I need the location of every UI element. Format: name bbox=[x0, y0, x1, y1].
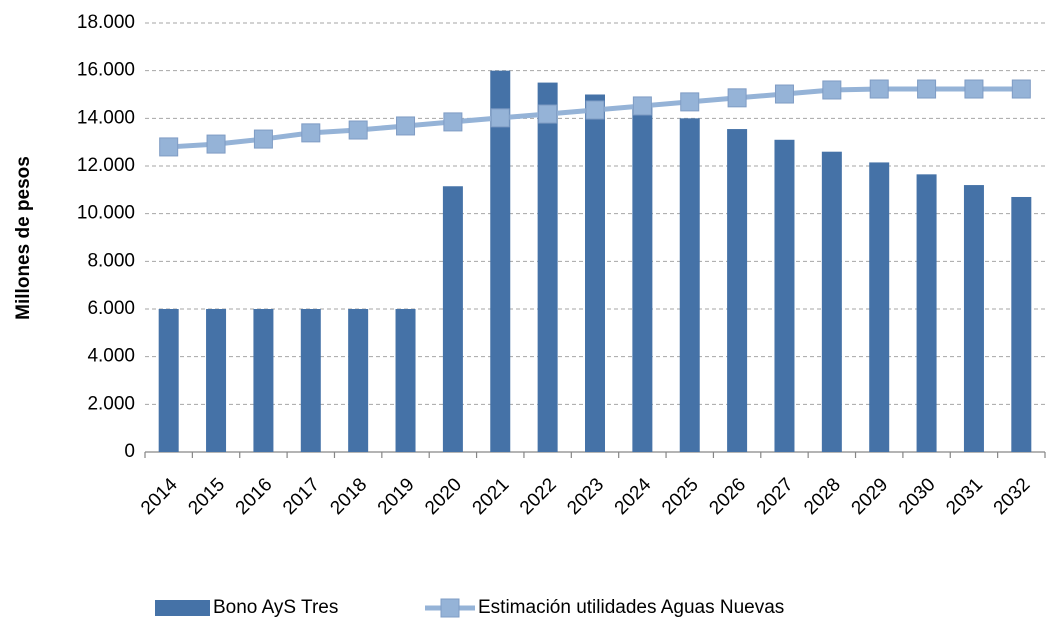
x-tick-label: 2022 bbox=[516, 474, 561, 519]
marker bbox=[822, 80, 842, 100]
marker bbox=[727, 88, 747, 108]
x-tick-label: 2019 bbox=[374, 474, 419, 519]
marker bbox=[348, 120, 368, 140]
x-tick-label: 2021 bbox=[469, 474, 514, 519]
y-tick-label: 10.000 bbox=[77, 203, 135, 224]
marker bbox=[964, 79, 984, 99]
x-tick-label: 2026 bbox=[705, 474, 750, 519]
marker bbox=[869, 79, 889, 99]
bar bbox=[774, 139, 795, 453]
marker bbox=[774, 84, 794, 104]
bar bbox=[869, 162, 890, 453]
bar bbox=[300, 309, 321, 452]
x-tick-label: 2028 bbox=[800, 474, 845, 519]
bar bbox=[490, 70, 511, 453]
x-tick-label: 2030 bbox=[895, 474, 940, 519]
bar bbox=[1011, 196, 1032, 452]
marker bbox=[206, 134, 226, 154]
bar bbox=[916, 174, 937, 452]
x-tick-label: 2029 bbox=[848, 474, 893, 519]
x-tick-label: 2025 bbox=[658, 474, 703, 519]
bar bbox=[679, 118, 700, 452]
x-tick-label: 2020 bbox=[421, 474, 466, 519]
bar bbox=[537, 82, 558, 452]
legend-swatch bbox=[155, 600, 210, 616]
x-tick-label: 2032 bbox=[990, 474, 1035, 519]
marker bbox=[538, 104, 558, 124]
legend-marker bbox=[440, 598, 460, 618]
marker bbox=[443, 112, 463, 132]
y-tick-label: 6.000 bbox=[87, 298, 135, 319]
bar bbox=[727, 129, 748, 452]
x-tick-label: 2018 bbox=[326, 474, 371, 519]
bar bbox=[348, 309, 369, 452]
y-tick-label: 14.000 bbox=[77, 107, 135, 128]
y-tick-label: 12.000 bbox=[77, 155, 135, 176]
marker bbox=[632, 96, 652, 116]
x-tick-label: 2014 bbox=[137, 474, 182, 519]
bar bbox=[442, 186, 463, 452]
bar bbox=[253, 309, 274, 452]
bar bbox=[821, 151, 842, 452]
y-axis-label: Millones de pesos bbox=[13, 156, 34, 320]
bar bbox=[585, 94, 605, 452]
marker bbox=[917, 79, 937, 99]
y-tick-label: 0 bbox=[124, 441, 135, 462]
legend-label: Bono AyS Tres bbox=[213, 597, 338, 618]
marker bbox=[585, 100, 605, 120]
bar bbox=[963, 185, 984, 453]
x-tick-label: 2015 bbox=[184, 474, 229, 519]
x-tick-label: 2017 bbox=[279, 474, 324, 519]
marker bbox=[159, 137, 179, 157]
y-tick-label: 8.000 bbox=[87, 250, 135, 271]
bar bbox=[158, 309, 179, 452]
marker bbox=[1011, 79, 1031, 99]
marker bbox=[253, 129, 273, 149]
y-tick-label: 2.000 bbox=[87, 393, 135, 414]
x-tick-label: 2031 bbox=[942, 474, 987, 519]
x-tick-label: 2023 bbox=[563, 474, 608, 519]
marker bbox=[680, 92, 700, 112]
x-tick-label: 2027 bbox=[753, 474, 798, 519]
legend-label: Estimación utilidades Aguas Nuevas bbox=[478, 597, 784, 618]
y-tick-label: 16.000 bbox=[77, 60, 135, 81]
y-tick-label: 4.000 bbox=[87, 346, 135, 367]
x-tick-label: 2016 bbox=[232, 474, 277, 519]
marker bbox=[301, 123, 321, 143]
marker bbox=[490, 108, 510, 128]
bar bbox=[632, 106, 653, 453]
bar bbox=[395, 309, 416, 452]
marker bbox=[396, 116, 416, 136]
bar bbox=[206, 309, 227, 452]
x-tick-label: 2024 bbox=[611, 474, 656, 519]
y-tick-label: 18.000 bbox=[77, 12, 135, 33]
